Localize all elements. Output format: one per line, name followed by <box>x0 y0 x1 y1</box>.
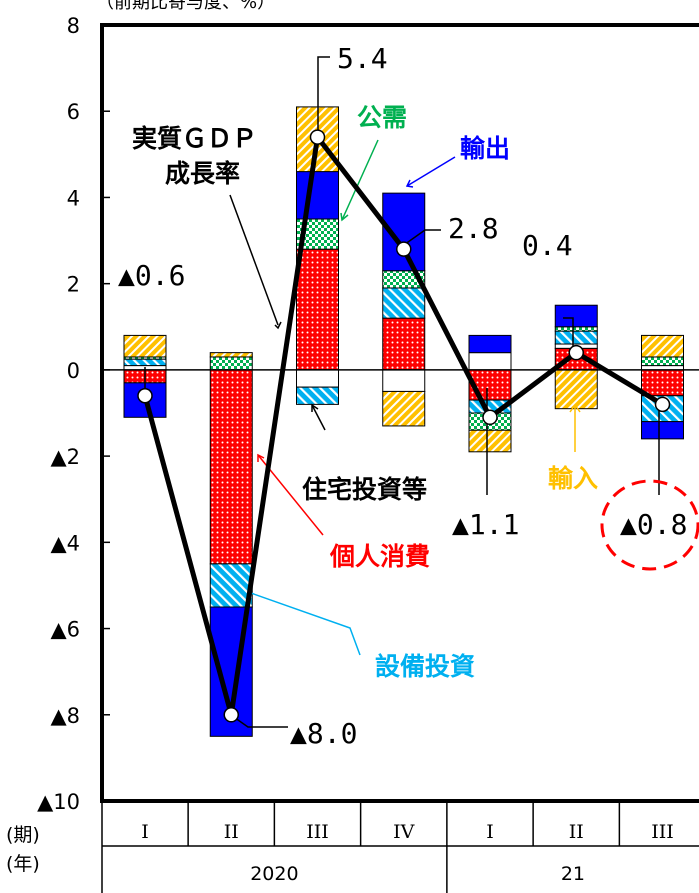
chart-subtitle: （前期比寄与度、%） <box>96 0 275 13</box>
gdp-point <box>223 707 239 723</box>
gdp-value-label: 2.8 <box>448 212 499 245</box>
year-label: (年) <box>6 853 40 875</box>
y-tick-label: ▲4 <box>50 531 80 555</box>
period-label: (期) <box>6 824 40 846</box>
annotation-yushutsu: 輸出 <box>460 134 510 163</box>
gdp-growth-points <box>137 129 671 723</box>
bar-segment <box>641 334 684 358</box>
y-tick-label: 8 <box>67 14 80 38</box>
y-tick-label: 0 <box>67 359 80 383</box>
gdp-value-label: 5.4 <box>337 42 388 75</box>
gdp-value-label: 0.4 <box>522 229 573 262</box>
gdp-point <box>137 388 153 404</box>
plot-frame <box>100 23 699 803</box>
highlight-circle <box>600 479 699 571</box>
annotation-setsubi: 設備投資 <box>375 652 475 681</box>
y-tick-label: 4 <box>67 186 80 210</box>
year-label: 21 <box>561 863 585 885</box>
bar-segment <box>296 248 339 371</box>
bar-segment <box>641 369 684 397</box>
x-tick-label: I <box>141 821 149 843</box>
bar-segment <box>123 358 167 367</box>
x-tick-label: III <box>306 821 329 843</box>
x-tick-label: III <box>651 821 674 843</box>
bar-segment <box>468 352 512 371</box>
y-tick-label: ▲2 <box>50 445 80 469</box>
annotation-kojin: 個人消費 <box>329 542 430 571</box>
bar-segment <box>382 369 426 392</box>
annotation-koju: 公需 <box>357 103 407 132</box>
bar-segment <box>382 390 426 427</box>
gdp-point <box>309 129 326 145</box>
gdp-value-label: ▲0.8 <box>620 508 687 541</box>
x-tick-label: IV <box>393 821 415 843</box>
year-label: 2020 <box>250 863 298 885</box>
gdp-point <box>482 409 498 426</box>
gdp-value-label: ▲0.6 <box>118 259 185 292</box>
bar-segment <box>209 369 253 565</box>
gdp-value-label: ▲1.1 <box>452 508 519 541</box>
bar-stacks <box>123 106 684 737</box>
annotation-gdp1: 実質ＧＤＰ <box>132 124 257 153</box>
bar-segment <box>209 356 253 371</box>
annotation-jutaku: 住宅投資等 <box>302 475 427 504</box>
bar-segment <box>554 330 598 345</box>
annotation-gdp2: 成長率 <box>165 159 240 188</box>
bar-segment <box>382 317 426 371</box>
gdp-point <box>568 344 584 361</box>
bar-segment <box>382 192 426 272</box>
bar-segment <box>123 334 167 358</box>
bar-segment <box>554 369 598 410</box>
bar-segment <box>209 352 253 358</box>
y-tick-label: ▲8 <box>50 704 80 728</box>
bar-segment <box>554 326 598 332</box>
bar-segment <box>641 421 684 440</box>
x-tick-label: II <box>224 821 239 843</box>
y-tick-label: ▲6 <box>50 618 80 642</box>
y-tick-label: 6 <box>67 100 80 124</box>
bar-segment <box>296 369 339 388</box>
y-tick-label: 2 <box>67 273 80 297</box>
bar-segment <box>296 171 339 220</box>
gdp-point <box>654 396 671 413</box>
bar-segment <box>296 386 339 405</box>
x-tick-label: I <box>486 821 494 843</box>
x-tick-label: II <box>569 821 584 843</box>
gdp-point <box>396 241 412 257</box>
bar-segment <box>554 304 598 328</box>
bar-segment <box>382 287 426 319</box>
bar-segment <box>468 334 512 354</box>
y-tick-label: ▲10 <box>37 790 80 814</box>
gdp-growth-labels: ▲0.6 ▲8.0 5.4 2.8 ▲1.1 0.4 ▲0.8 <box>118 42 687 750</box>
bar-segment <box>468 429 512 453</box>
bar-segment <box>641 356 684 367</box>
gdp-value-label: ▲8.0 <box>290 717 357 750</box>
annotation-yunyu: 輸入 <box>548 464 598 493</box>
y-axis: 8 6 4 2 0 ▲2 ▲4 ▲6 ▲8 ▲10 <box>37 14 110 814</box>
